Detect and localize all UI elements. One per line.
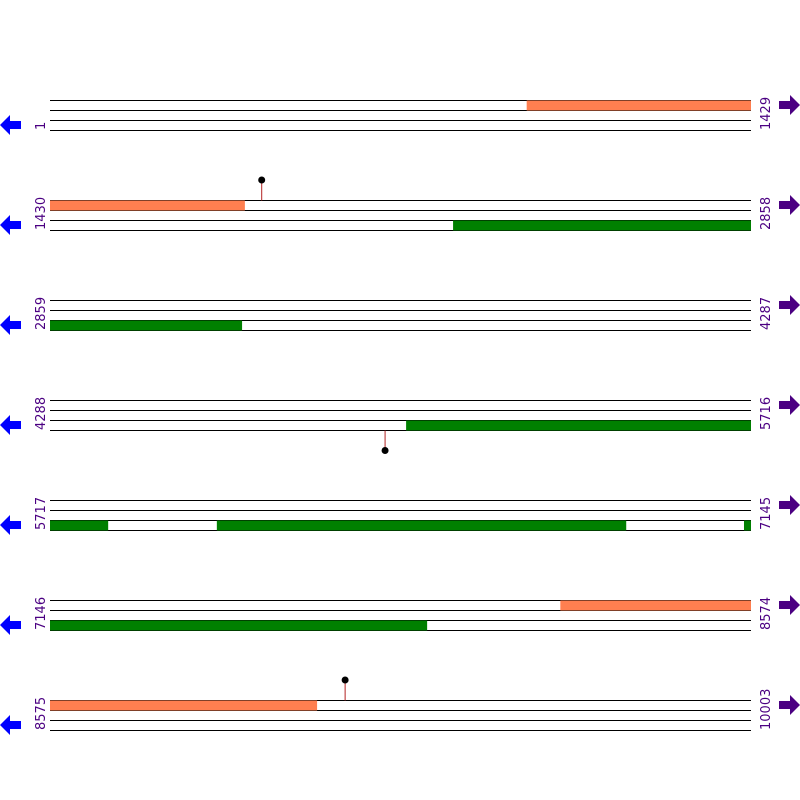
marker-dot: [258, 176, 266, 184]
reverse-strand-arrow-icon: [0, 115, 21, 135]
row-start-coordinate: 4288: [34, 397, 49, 430]
reverse-feature-bar: [50, 520, 109, 531]
forward-strand-arrow-icon: [779, 95, 800, 115]
row-end-coordinate: 2858: [759, 197, 774, 230]
reverse-feature-bar: [406, 420, 751, 431]
row-end-coordinate: 1429: [759, 97, 774, 130]
reverse-strand-arrow-icon: [0, 215, 21, 235]
row-start-coordinate: 2859: [34, 297, 49, 330]
forward-strand-arrow-icon: [779, 195, 800, 215]
row-start-coordinate: 7146: [34, 597, 49, 630]
marker-dot: [341, 676, 349, 684]
row-start-coordinate: 5717: [34, 497, 49, 530]
forward-strand-arrow-icon: [779, 495, 800, 515]
reverse-strand-arrow-icon: [0, 415, 21, 435]
row-end-coordinate: 10003: [759, 689, 774, 730]
forward-strand-arrow-icon: [779, 595, 800, 615]
row-start-coordinate: 1430: [34, 197, 49, 230]
reverse-feature-bar: [216, 520, 627, 531]
reverse-strand-arrow-icon: [0, 715, 21, 735]
reverse-strand-arrow-icon: [0, 615, 21, 635]
row-start-coordinate: 8575: [34, 697, 49, 730]
row-end-coordinate: 4287: [759, 297, 774, 330]
row-end-coordinate: 5716: [759, 397, 774, 430]
marker-dot: [381, 447, 389, 454]
reverse-feature-bar: [743, 520, 751, 531]
forward-feature-bar: [50, 700, 318, 711]
forward-feature-bar: [50, 200, 245, 211]
forward-feature-bar: [560, 600, 751, 611]
forward-strand-arrow-icon: [779, 395, 800, 415]
row-end-coordinate: 8574: [759, 597, 774, 630]
reverse-feature-bar: [50, 320, 243, 331]
row-end-coordinate: 7145: [759, 497, 774, 530]
forward-strand-arrow-icon: [779, 695, 800, 715]
reverse-strand-arrow-icon: [0, 515, 21, 535]
reverse-feature-bar: [453, 220, 751, 231]
reverse-feature-bar: [50, 620, 428, 631]
reverse-strand-arrow-icon: [0, 315, 21, 335]
forward-strand-arrow-icon: [779, 295, 800, 315]
row-start-coordinate: 1: [34, 122, 49, 130]
forward-feature-bar: [526, 100, 751, 111]
